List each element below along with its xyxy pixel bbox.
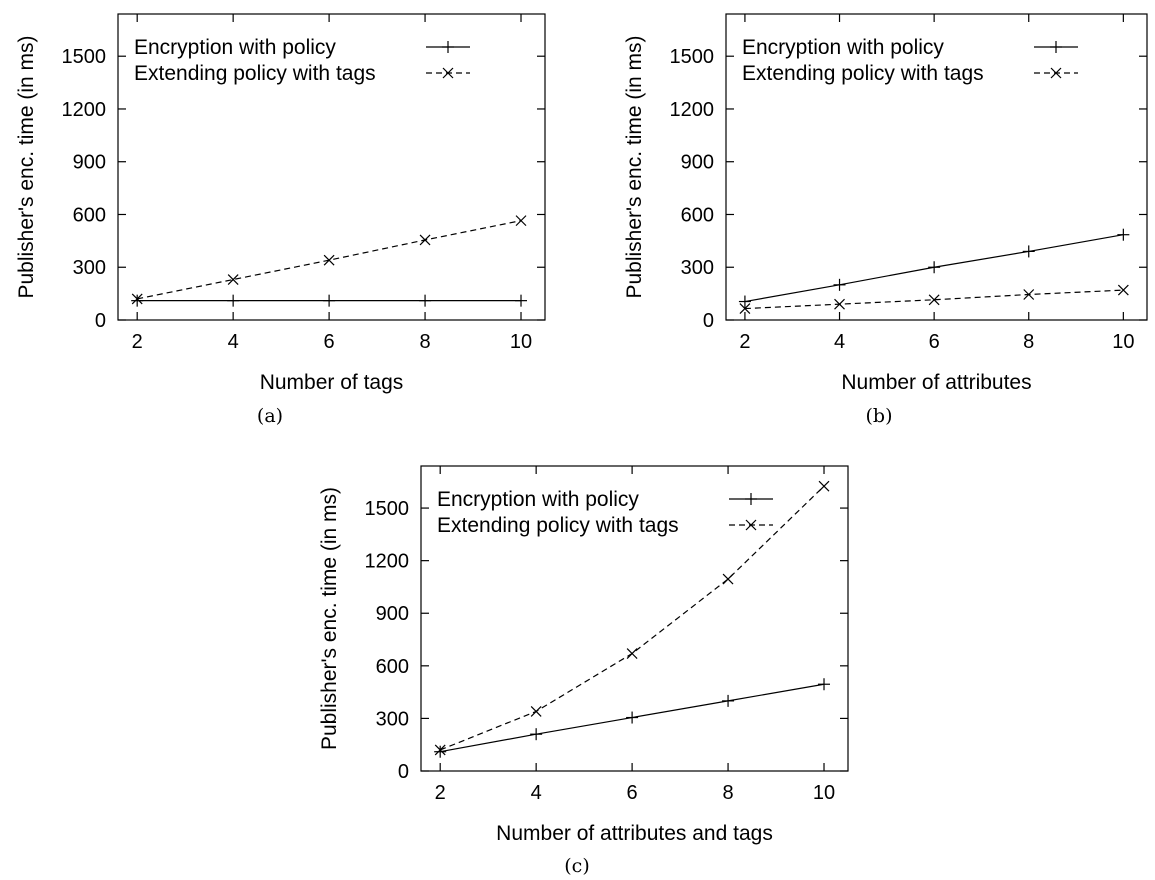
y-tick-label: 1200 bbox=[670, 99, 715, 121]
y-tick-label: 300 bbox=[681, 257, 714, 279]
series-line-1 bbox=[744, 289, 1124, 310]
y-axis-label: Publisher's enc. time (in ms) bbox=[623, 35, 646, 298]
y-axis-label: Publisher's enc. time (in ms) bbox=[318, 487, 341, 750]
data-point-cross-b bbox=[722, 573, 734, 585]
legend-label: Encryption with policy bbox=[437, 488, 639, 511]
chart-0: 0 300 600 900 1200 1500 2 4 6 8 10 Number of tags Pu… bbox=[15, 13, 546, 427]
data-point-cross-b bbox=[739, 303, 751, 314]
x-axis-label: Number of tags bbox=[260, 371, 404, 394]
subfigure-caption: (c) bbox=[564, 855, 589, 877]
x-tick-label: 4 bbox=[228, 331, 239, 353]
legend-marker-cross-b bbox=[442, 67, 454, 79]
data-point-cross-b bbox=[626, 648, 638, 659]
x-tick-label: 10 bbox=[510, 331, 532, 353]
data-point-cross-b bbox=[1117, 284, 1129, 296]
x-tick-label: 10 bbox=[813, 782, 835, 804]
legend: Encryption with policy Extending policy w… bbox=[134, 36, 470, 85]
legend-label: Encryption with policy bbox=[134, 36, 336, 59]
legend-label: Extending policy with tags bbox=[742, 62, 984, 85]
subfigure-caption: (b) bbox=[866, 405, 893, 427]
data-point-cross-b bbox=[834, 298, 845, 310]
data-point-cross-b bbox=[818, 480, 830, 492]
x-tick-label: 2 bbox=[739, 331, 750, 353]
legend-label: Extending policy with tags bbox=[437, 514, 679, 537]
y-tick-label: 600 bbox=[681, 204, 714, 226]
data-point-cross-b bbox=[928, 294, 940, 306]
data-point-cross-b bbox=[515, 215, 527, 227]
plot-frame bbox=[725, 13, 1148, 321]
y-tick-label: 1500 bbox=[365, 498, 410, 520]
legend-label: Extending policy with tags bbox=[134, 62, 376, 85]
y-tick-label: 0 bbox=[95, 310, 106, 332]
y-tick-label: 900 bbox=[681, 152, 714, 174]
y-tick-label: 1200 bbox=[62, 99, 107, 121]
chart-1: 0 300 600 900 1200 1500 2 4 6 8 10 Number of attrib… bbox=[623, 13, 1148, 427]
y-tick-label: 300 bbox=[73, 257, 106, 279]
legend-label: Encryption with policy bbox=[742, 36, 944, 59]
data-point-cross-b bbox=[131, 293, 143, 305]
y-tick-label: 900 bbox=[376, 603, 409, 625]
legend-marker-cross-b bbox=[1050, 67, 1062, 79]
x-tick-label: 6 bbox=[627, 782, 638, 804]
x-tick-label: 4 bbox=[834, 331, 845, 353]
y-tick-label: 1200 bbox=[365, 551, 410, 573]
x-tick-label: 6 bbox=[324, 331, 335, 353]
data-point-cross-b bbox=[434, 744, 446, 756]
data-point-cross-b bbox=[530, 705, 542, 717]
y-tick-label: 600 bbox=[73, 204, 106, 226]
x-tick-label: 10 bbox=[1112, 331, 1134, 353]
x-tick-label: 6 bbox=[929, 331, 940, 353]
y-tick-label: 900 bbox=[73, 152, 106, 174]
subfigure-caption: (a) bbox=[257, 405, 283, 427]
x-axis-label: Number of attributes bbox=[841, 371, 1031, 394]
x-tick-label: 8 bbox=[722, 782, 733, 804]
x-tick-label: 8 bbox=[1023, 331, 1034, 353]
x-axis-label: Number of attributes and tags bbox=[496, 822, 773, 845]
y-tick-label: 300 bbox=[376, 708, 409, 730]
legend: Encryption with policy Extending policy w… bbox=[742, 36, 1078, 85]
plot-frame bbox=[420, 465, 849, 772]
y-tick-label: 1500 bbox=[62, 46, 107, 68]
y-tick-label: 0 bbox=[398, 761, 409, 783]
x-tick-label: 2 bbox=[132, 331, 143, 353]
x-tick-label: 2 bbox=[435, 782, 446, 804]
data-point-cross-b bbox=[1023, 289, 1035, 300]
data-point-cross-b bbox=[227, 274, 239, 285]
legend-marker-cross-b bbox=[745, 519, 757, 531]
x-tick-label: 4 bbox=[531, 782, 542, 804]
plot-frame bbox=[117, 13, 546, 321]
y-tick-label: 1500 bbox=[670, 46, 715, 68]
x-tick-label: 8 bbox=[419, 331, 430, 353]
data-point-cross-b bbox=[323, 254, 335, 266]
data-point-cross-b bbox=[419, 234, 431, 246]
y-tick-label: 0 bbox=[703, 310, 714, 332]
y-axis-label: Publisher's enc. time (in ms) bbox=[15, 35, 38, 298]
legend: Encryption with policy Extending policy w… bbox=[437, 488, 773, 537]
y-tick-label: 600 bbox=[376, 656, 409, 678]
chart-2: 0 300 600 900 1200 1500 2 4 6 8 10 Number of attrib… bbox=[318, 465, 849, 877]
